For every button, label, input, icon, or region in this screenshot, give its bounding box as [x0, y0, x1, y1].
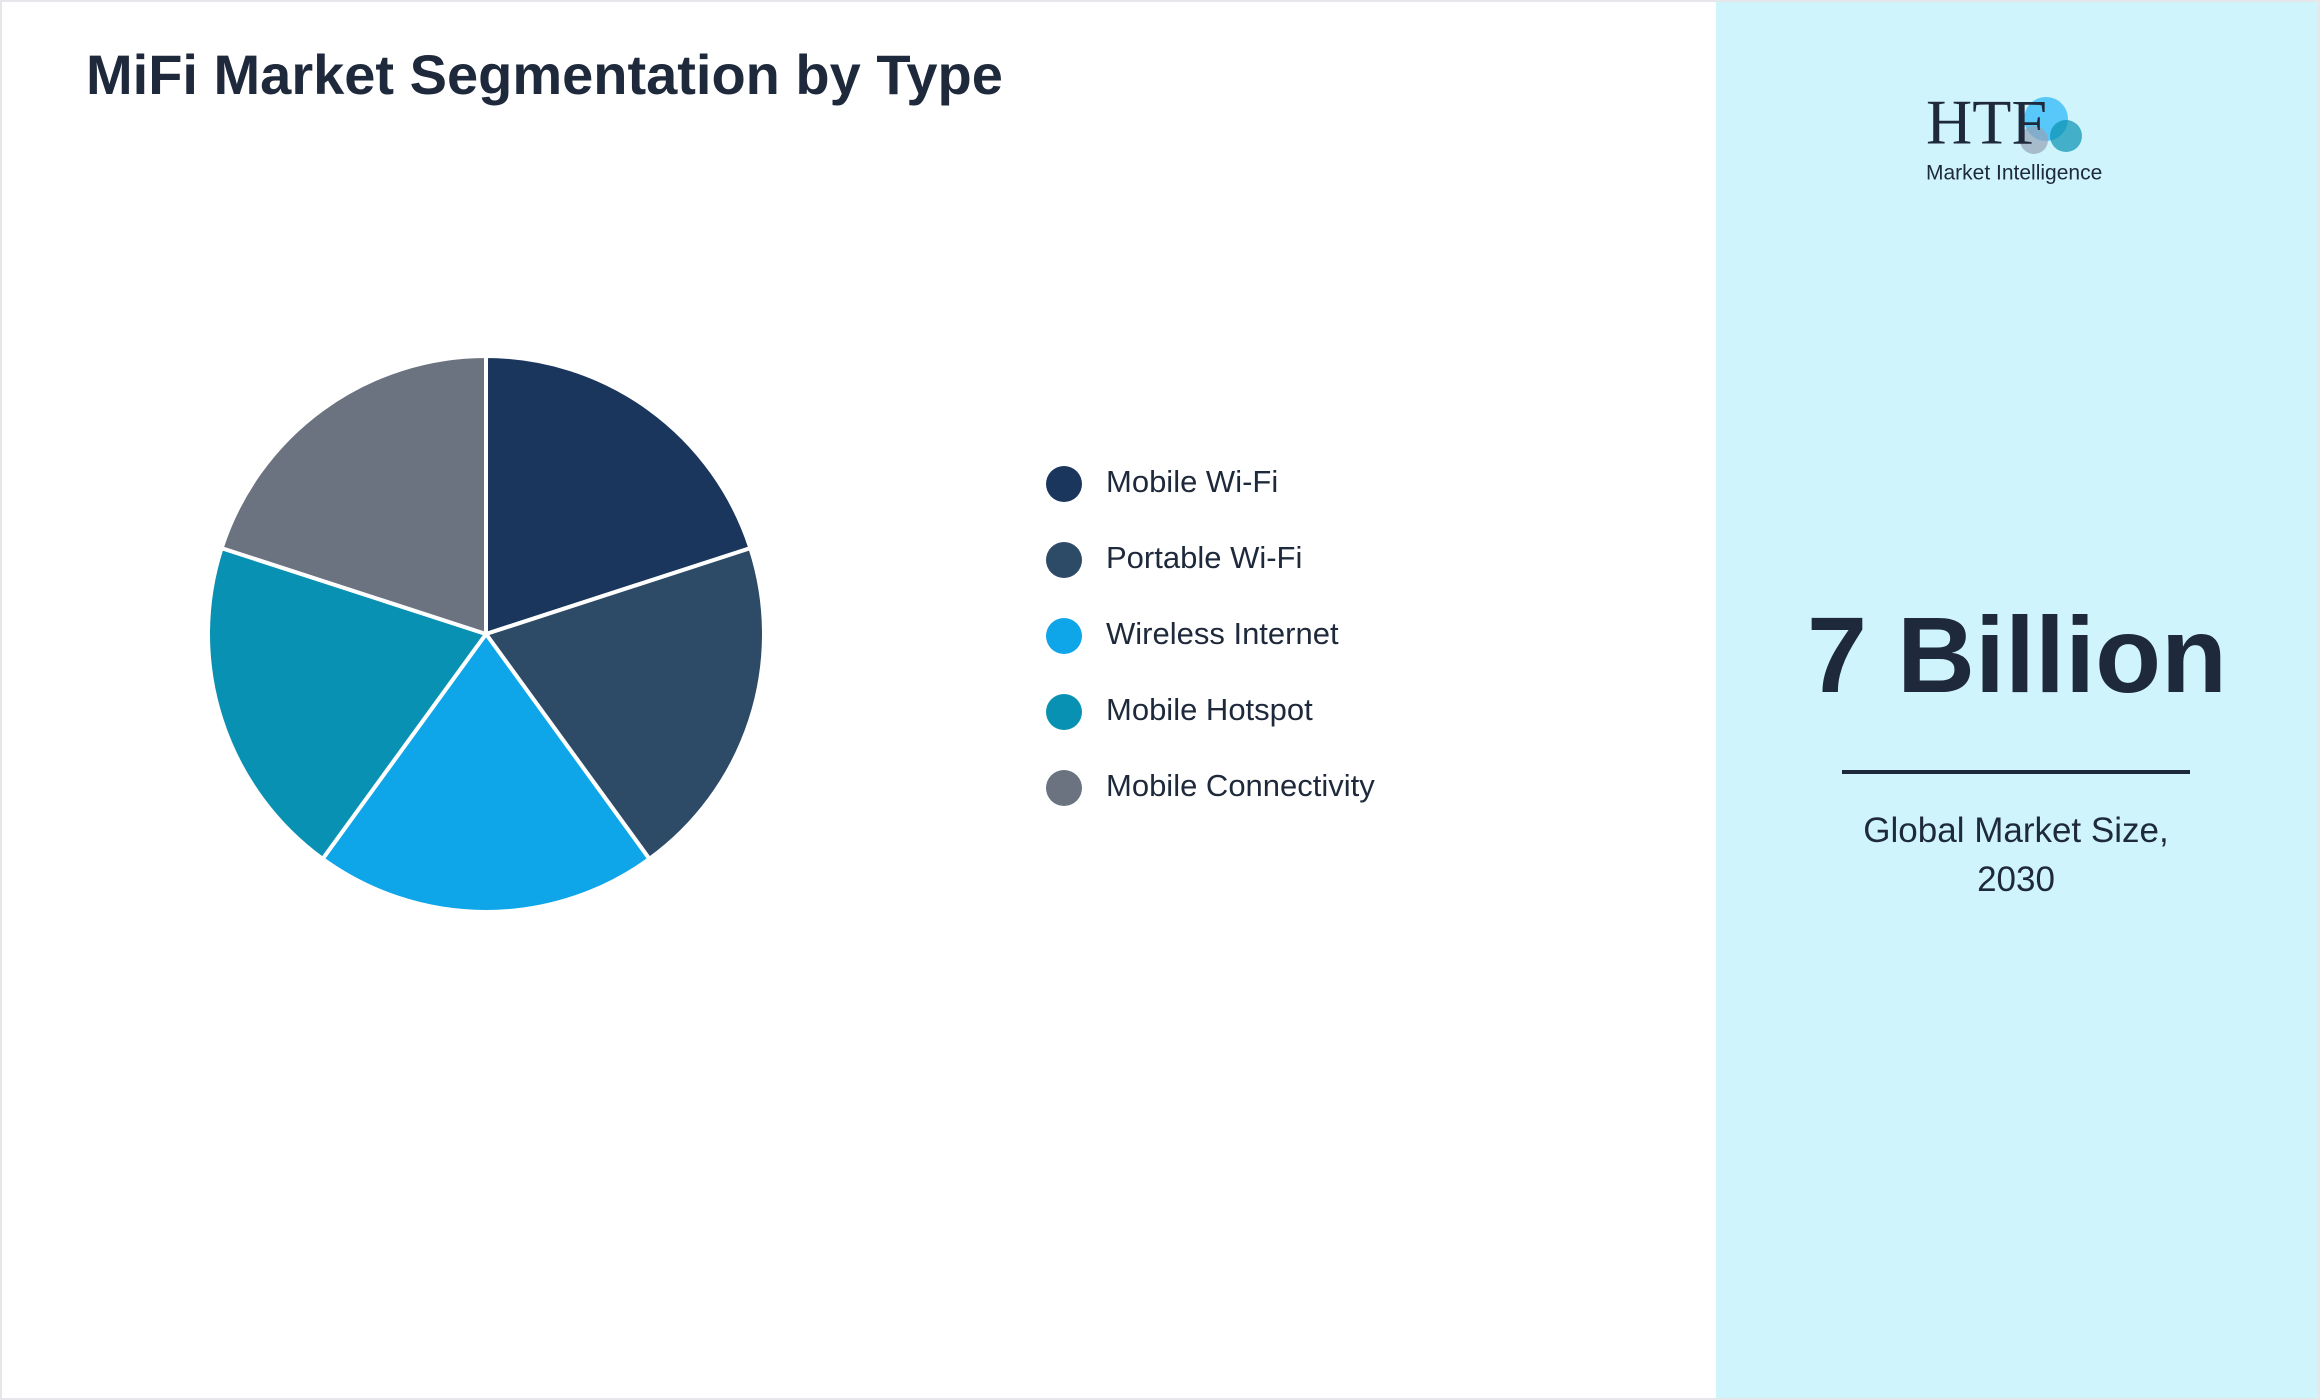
- pie-slice: [482, 545, 766, 862]
- logo-subtext: Market Intelligence: [1926, 162, 2102, 185]
- legend-marker: [1046, 694, 1082, 730]
- pie-slice: [319, 630, 653, 914]
- chart: MiFi Market Segmentation by Type Mobile …: [86, 43, 1375, 914]
- logo-text: HTF: [1926, 87, 2047, 158]
- legend-marker: [1046, 618, 1082, 654]
- legend-label: Portable Wi-Fi: [1106, 540, 1302, 575]
- caption: Global Market Size, 2030: [1863, 811, 2169, 899]
- legend-label: Mobile Hotspot: [1106, 692, 1313, 727]
- divider: [1842, 770, 2190, 774]
- headline: 7 Billion: [1806, 594, 2228, 715]
- legend-marker: [1046, 466, 1082, 502]
- legend-label: Mobile Connectivity: [1106, 768, 1375, 803]
- legend-marker: [1046, 542, 1082, 578]
- pie-slice: [206, 545, 490, 862]
- logo: HTF Market Intelligence: [1926, 87, 2102, 185]
- legend-label: Wireless Internet: [1106, 616, 1339, 651]
- pie-slice: [219, 353, 488, 637]
- legend-marker: [1046, 770, 1082, 806]
- legend-label: Mobile Wi-Fi: [1106, 464, 1278, 499]
- market-size-panel: HTF Market Intelligence 7 Billion Global…: [1716, 2, 2318, 1398]
- pie-slice: [484, 353, 753, 637]
- chart-title: MiFi Market Segmentation by Type: [86, 43, 1003, 106]
